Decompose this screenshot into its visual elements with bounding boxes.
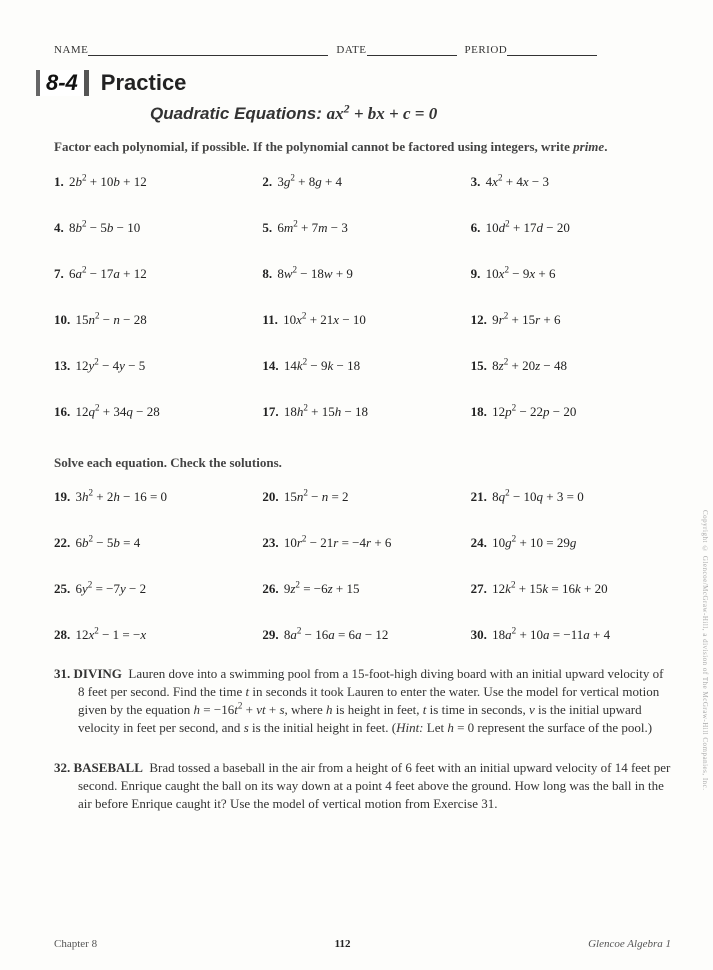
page-footer: Chapter 8 112 Glencoe Algebra 1 xyxy=(54,938,671,950)
word-problem: 31. DIVING Lauren dove into a swimming p… xyxy=(54,665,671,737)
problem-cell: 5. 6m2 + 7m − 3 xyxy=(262,220,462,236)
date-label: DATE xyxy=(336,44,366,56)
problem-cell: 30. 18a2 + 10a = −11a + 4 xyxy=(471,627,671,643)
section-title: Practice xyxy=(101,70,187,96)
problem-cell: 22. 6b2 − 5b = 4 xyxy=(54,535,254,551)
problem-cell: 9. 10x2 − 9x + 6 xyxy=(471,266,671,282)
problem-cell: 11. 10x2 + 21x − 10 xyxy=(262,312,462,328)
problem-cell: 23. 10r2 − 21r = −4r + 6 xyxy=(262,535,462,551)
section-header: 8-4 Practice xyxy=(36,70,671,96)
problem-cell: 7. 6a2 − 17a + 12 xyxy=(54,266,254,282)
problem-cell: 21. 8q2 − 10q + 3 = 0 xyxy=(471,489,671,505)
page-header: NAME DATE PERIOD xyxy=(54,44,671,56)
problem-cell: 24. 10g2 + 10 = 29g xyxy=(471,535,671,551)
worksheet-page: NAME DATE PERIOD 8-4 Practice Quadratic … xyxy=(0,0,713,970)
problem-cell: 28. 12x2 − 1 = −x xyxy=(54,627,254,643)
instructions-a: Factor each polynomial, if possible. If … xyxy=(54,138,671,156)
problem-cell: 12. 9r2 + 15r + 6 xyxy=(471,312,671,328)
date-blank xyxy=(367,45,457,56)
problem-cell: 4. 8b2 − 5b − 10 xyxy=(54,220,254,236)
problem-cell: 16. 12q2 + 34q − 28 xyxy=(54,404,254,420)
problem-cell: 27. 12k2 + 15k = 16k + 20 xyxy=(471,581,671,597)
instructions-b: Solve each equation. Check the solutions… xyxy=(54,454,671,472)
problem-cell: 25. 6y2 = −7y − 2 xyxy=(54,581,254,597)
problem-cell: 10. 15n2 − n − 28 xyxy=(54,312,254,328)
problem-cell: 3. 4x2 + 4x − 3 xyxy=(471,174,671,190)
problem-cell: 15. 8z2 + 20z − 48 xyxy=(471,358,671,374)
word-problem: 32. BASEBALL Brad tossed a baseball in t… xyxy=(54,759,671,813)
subtitle-prefix: Quadratic Equations: xyxy=(150,104,327,123)
problem-cell: 20. 15n2 − n = 2 xyxy=(262,489,462,505)
problem-cell: 19. 3h2 + 2h − 16 = 0 xyxy=(54,489,254,505)
footer-page-number: 112 xyxy=(335,938,351,950)
problem-cell: 2. 3g2 + 8g + 4 xyxy=(262,174,462,190)
problem-cell: 6. 10d2 + 17d − 20 xyxy=(471,220,671,236)
period-label: PERIOD xyxy=(465,44,508,56)
problem-cell: 8. 8w2 − 18w + 9 xyxy=(262,266,462,282)
problem-cell: 13. 12y2 − 4y − 5 xyxy=(54,358,254,374)
period-blank xyxy=(507,45,597,56)
name-blank xyxy=(88,45,328,56)
problem-cell: 26. 9z2 = −6z + 15 xyxy=(262,581,462,597)
problem-cell: 17. 18h2 + 15h − 18 xyxy=(262,404,462,420)
section-number: 8-4 xyxy=(36,70,89,96)
problem-grid-a: 1. 2b2 + 10b + 12 2. 3g2 + 8g + 4 3. 4x2 +… xyxy=(54,174,671,420)
footer-chapter: Chapter 8 xyxy=(54,938,97,950)
problem-cell: 18. 12p2 − 22p − 20 xyxy=(471,404,671,420)
name-label: NAME xyxy=(54,44,88,56)
section-subtitle: Quadratic Equations: ax2 + bx + c = 0 xyxy=(150,104,671,124)
subtitle-expr: ax2 + bx + c = 0 xyxy=(327,104,438,123)
problem-cell: 14. 14k2 − 9k − 18 xyxy=(262,358,462,374)
problem-cell: 1. 2b2 + 10b + 12 xyxy=(54,174,254,190)
copyright-text: Copyright © Glencoe/McGraw-Hill, a divis… xyxy=(701,510,709,791)
footer-book: Glencoe Algebra 1 xyxy=(588,938,671,950)
word-problems: 31. DIVING Lauren dove into a swimming p… xyxy=(54,665,671,813)
problem-grid-b: 19. 3h2 + 2h − 16 = 0 20. 15n2 − n = 2 21.… xyxy=(54,489,671,643)
problem-cell: 29. 8a2 − 16a = 6a − 12 xyxy=(262,627,462,643)
